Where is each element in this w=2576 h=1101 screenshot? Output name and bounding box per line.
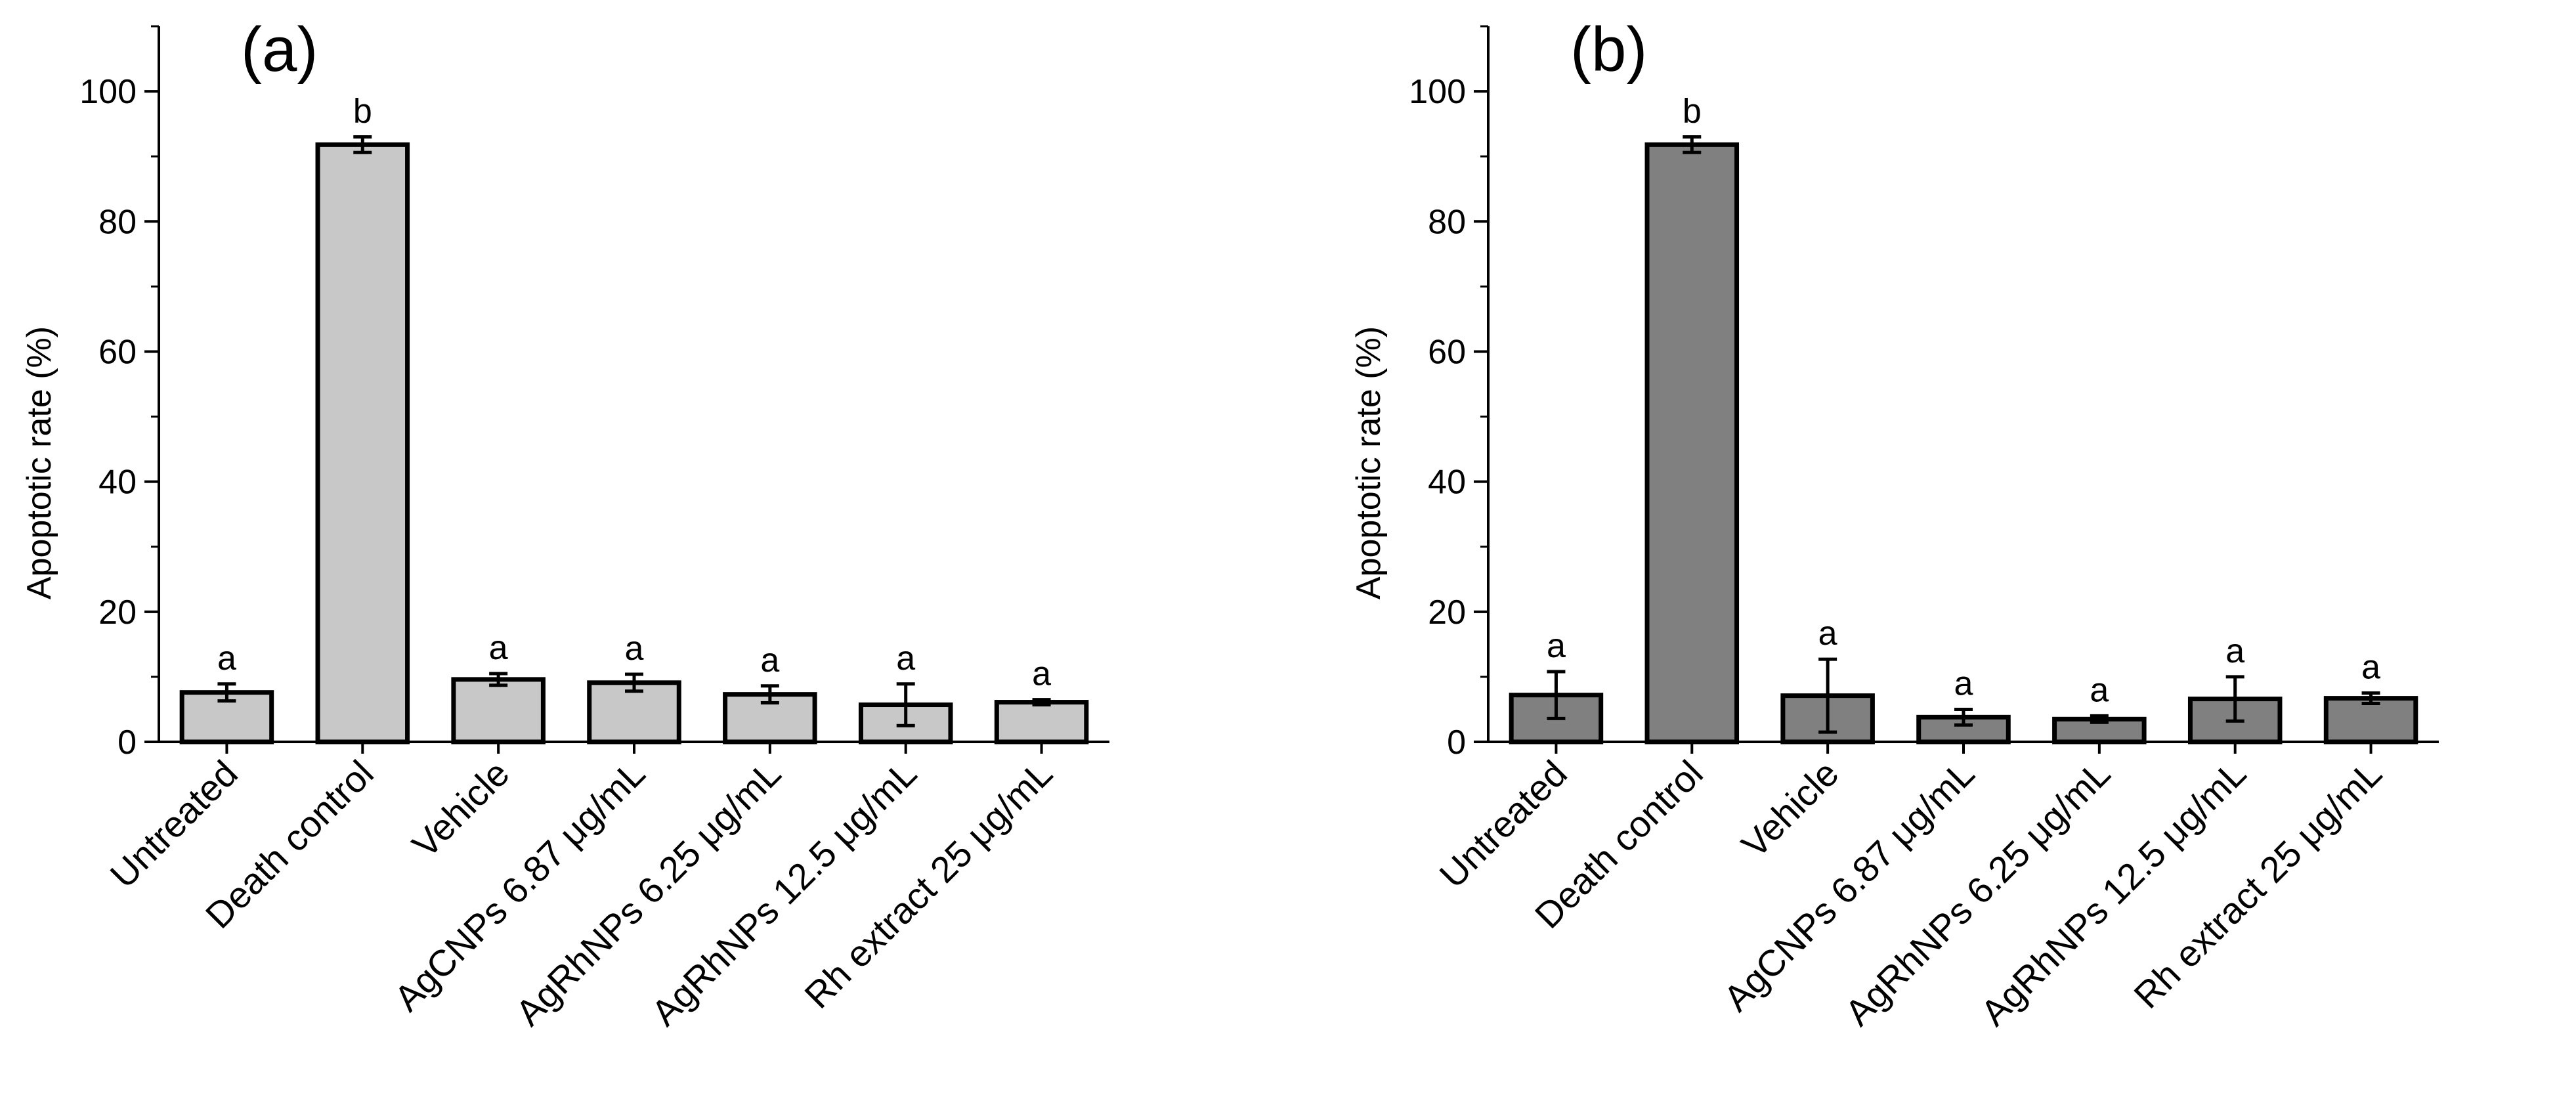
error-bar	[1818, 657, 1837, 734]
significance-letter: b	[353, 92, 372, 130]
significance-letter: a	[760, 641, 779, 680]
y-tick-label: 0	[118, 723, 137, 762]
error-bar	[760, 684, 779, 705]
significance-letter: a	[896, 639, 915, 678]
category-label: Vehicle	[404, 752, 517, 865]
y-tick-label: 100	[79, 73, 137, 111]
category-label: Vehicle	[1733, 752, 1846, 865]
category-label: Untreated	[102, 752, 245, 896]
category-label: Untreated	[1431, 752, 1574, 896]
y-tick-label: 80	[98, 203, 137, 241]
category-label: AgRhNPs 6.25 μg/mL	[507, 752, 788, 1033]
significance-letter: a	[625, 630, 644, 668]
error-bar	[2225, 675, 2244, 723]
panel-a: 0 20 40 60 80 100 Apoptotic rate (%) (a) a Untrea…	[20, 14, 1109, 1033]
category-label: AgRhNPs 12.5 μg/mL	[1973, 752, 2254, 1033]
significance-letter: a	[1032, 655, 1051, 693]
category-label: AgCNPs 6.87 μg/mL	[1715, 752, 1982, 1019]
category-label: AgRhNPs 6.25 μg/mL	[1837, 752, 2118, 1033]
error-bar	[1954, 707, 1973, 727]
panel-label: (b)	[1570, 14, 1647, 85]
bar	[451, 677, 546, 745]
significance-letter: b	[1683, 92, 1702, 130]
error-bar	[353, 135, 372, 154]
y-axis-label: Apoptotic rate (%)	[1350, 326, 1388, 599]
category-label: Rh extract 25 μg/mL	[2126, 752, 2390, 1016]
category-label: AgCNPs 6.87 μg/mL	[386, 752, 653, 1019]
significance-letter: a	[1547, 627, 1566, 665]
error-bar	[217, 682, 236, 703]
panel-label: (a)	[241, 14, 318, 85]
panel-b: 0 20 40 60 80 100 Apoptotic rate (%) (b) a Untrea…	[1350, 14, 2439, 1033]
y-tick-label: 60	[98, 333, 137, 371]
error-bar	[2361, 691, 2380, 706]
y-tick-label: 60	[1428, 333, 1466, 371]
y-axis-label: Apoptotic rate (%)	[20, 326, 58, 599]
significance-letter: a	[2090, 671, 2109, 709]
bar	[1644, 142, 1740, 745]
error-bar	[896, 682, 915, 727]
significance-letter: a	[489, 629, 508, 667]
y-tick-label: 80	[1428, 203, 1466, 241]
significance-letter: a	[2361, 649, 2380, 687]
significance-letter: a	[2225, 632, 2244, 670]
y-tick-label: 40	[98, 464, 137, 502]
bar	[994, 700, 1089, 745]
y-tick-label: 0	[1447, 723, 1466, 762]
error-bar	[625, 672, 643, 693]
error-bar	[1683, 135, 1702, 154]
error-bar	[1032, 698, 1051, 707]
error-bar	[1547, 670, 1566, 720]
y-tick-label: 20	[1428, 594, 1466, 632]
y-tick-label: 20	[98, 594, 137, 632]
significance-letter: a	[1818, 615, 1837, 653]
y-tick-label: 100	[1409, 73, 1466, 111]
y-tick-label: 40	[1428, 464, 1466, 502]
bar	[315, 142, 410, 745]
significance-letter: a	[1954, 664, 1973, 702]
category-label: AgRhNPs 12.5 μg/mL	[643, 752, 924, 1033]
error-bar	[489, 672, 508, 687]
error-bar	[2090, 714, 2109, 724]
significance-letter: a	[217, 639, 236, 678]
category-label: Rh extract 25 μg/mL	[796, 752, 1060, 1016]
